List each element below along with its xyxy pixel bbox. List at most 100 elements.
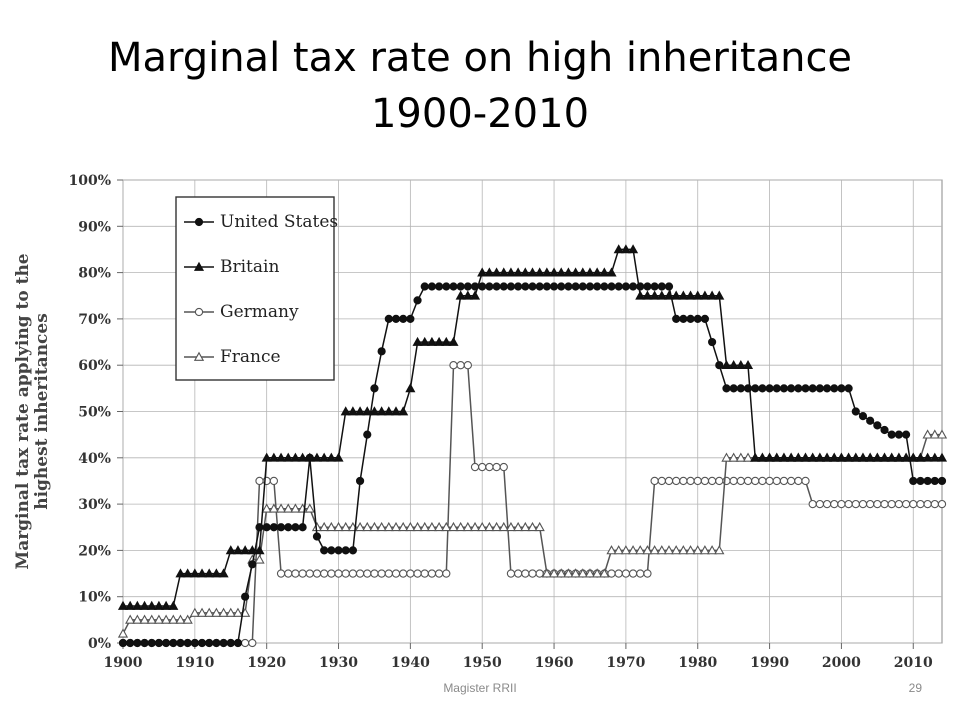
data-point [442,282,451,291]
data-point [140,638,149,648]
data-point [399,314,408,323]
data-point [291,523,300,532]
data-point [442,569,451,578]
data-point [232,545,243,555]
data-point [564,282,573,291]
data-point [305,453,314,462]
data-point [218,568,229,578]
data-point [505,521,517,532]
data-point [541,568,553,578]
data-point [175,568,186,578]
data-point [936,452,948,462]
data-point [363,569,372,578]
data-point [211,568,222,578]
data-point [383,406,394,416]
data-point [470,282,480,291]
data-point [880,499,889,509]
data-point [556,267,567,277]
data-point [254,545,265,555]
data-point [751,476,760,486]
data-point [197,638,207,648]
data-point [248,560,257,569]
data-point [750,452,761,462]
data-point [448,521,459,532]
data-point [607,282,616,291]
data-point [679,476,688,486]
data-point [707,290,718,300]
data-point [628,244,639,254]
data-point [505,267,516,277]
data-point [794,384,803,393]
data-point [269,476,279,486]
data-point [937,499,947,509]
data-point [463,282,472,291]
data-point [656,290,667,300]
data-point [649,290,660,300]
data-point [194,307,204,317]
data-point [405,521,416,532]
data-point [153,600,164,610]
data-point [620,545,632,555]
data-point [663,545,675,555]
data-point [929,452,940,462]
data-point [319,521,330,532]
data-point [435,282,444,291]
data-point [872,452,883,462]
data-point [449,282,458,291]
data-point [692,290,703,300]
data-point [679,314,688,323]
data-point [420,282,429,291]
data-point [254,554,265,564]
data-point [909,476,918,486]
data-point [699,290,710,300]
data-point [672,476,681,486]
data-point [879,452,890,462]
data-point [433,521,445,532]
data-point [851,499,860,509]
data-point [542,282,551,291]
data-point [865,452,876,462]
data-point [348,546,357,555]
data-point [398,521,409,532]
data-point [527,267,538,277]
data-point [298,523,307,532]
data-point [513,569,523,578]
x-tick-label: 1970 [606,655,645,671]
data-point [194,217,204,227]
data-point [671,545,682,555]
data-point [873,421,882,430]
data-point [535,282,544,291]
data-point [225,607,236,617]
data-point [829,452,840,462]
legend-label: Britain [220,257,279,277]
data-point [599,568,610,578]
data-point [491,521,502,532]
slide-title-line-2: 1900-2010 [370,91,590,137]
data-point [708,337,717,347]
data-point [714,290,725,300]
data-point [571,282,580,291]
legend-item: Germany [184,302,299,322]
data-point [341,569,350,578]
data-point [391,314,401,323]
legend-label: Germany [220,302,299,322]
legend-label: United States [220,212,338,232]
data-point [901,499,911,509]
data-point [327,546,336,555]
data-point [886,452,897,462]
data-point [241,592,250,601]
data-point [535,569,544,578]
data-point [600,282,609,291]
data-point [800,452,811,462]
data-point [908,452,919,462]
data-point [627,545,639,555]
data-point [261,503,272,513]
data-point [370,384,379,393]
data-point [742,359,754,370]
data-point [880,425,889,435]
data-point [628,282,638,291]
data-point [512,521,524,532]
data-point [563,267,574,277]
data-point [851,407,860,416]
x-tick-label: 1960 [535,655,574,671]
